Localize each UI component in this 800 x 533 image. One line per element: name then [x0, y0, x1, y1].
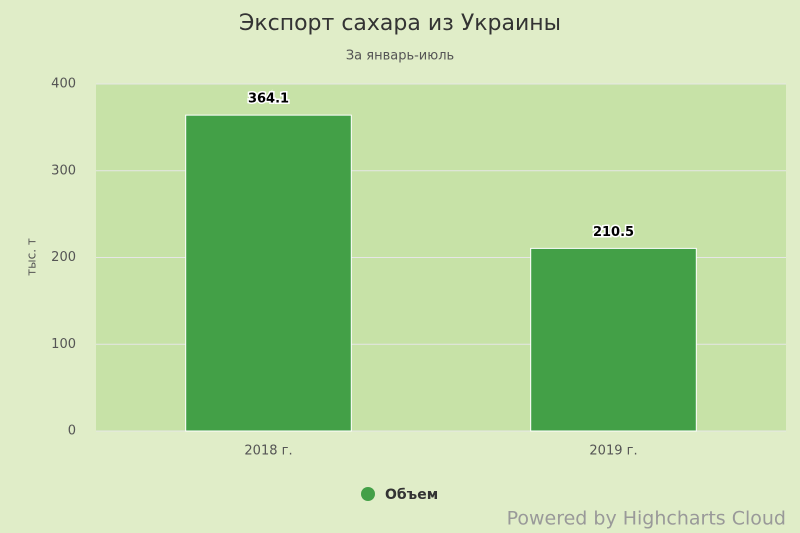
bar[interactable] [185, 114, 352, 432]
y-tick-label: 300 [51, 163, 76, 178]
y-axis-label: тыс. т [25, 238, 39, 276]
chart-title: Экспорт сахара из Украины [239, 11, 561, 36]
data-label: 364.1 [248, 92, 289, 107]
y-tick-label: 400 [51, 77, 76, 92]
y-tick-label: 100 [51, 337, 76, 352]
data-label: 210.5 [593, 225, 634, 240]
legend-label[interactable]: Объем [385, 487, 438, 503]
x-tick-label: 2019 г. [589, 444, 637, 459]
bar[interactable] [530, 247, 697, 432]
x-tick-label: 2018 г. [244, 444, 292, 459]
y-tick-label: 0 [68, 424, 76, 439]
legend-marker[interactable] [361, 487, 375, 501]
y-tick-label: 200 [51, 250, 76, 265]
credits[interactable]: Powered by Highcharts Cloud [507, 508, 786, 530]
chart-subtitle: За январь-июль [346, 49, 454, 64]
